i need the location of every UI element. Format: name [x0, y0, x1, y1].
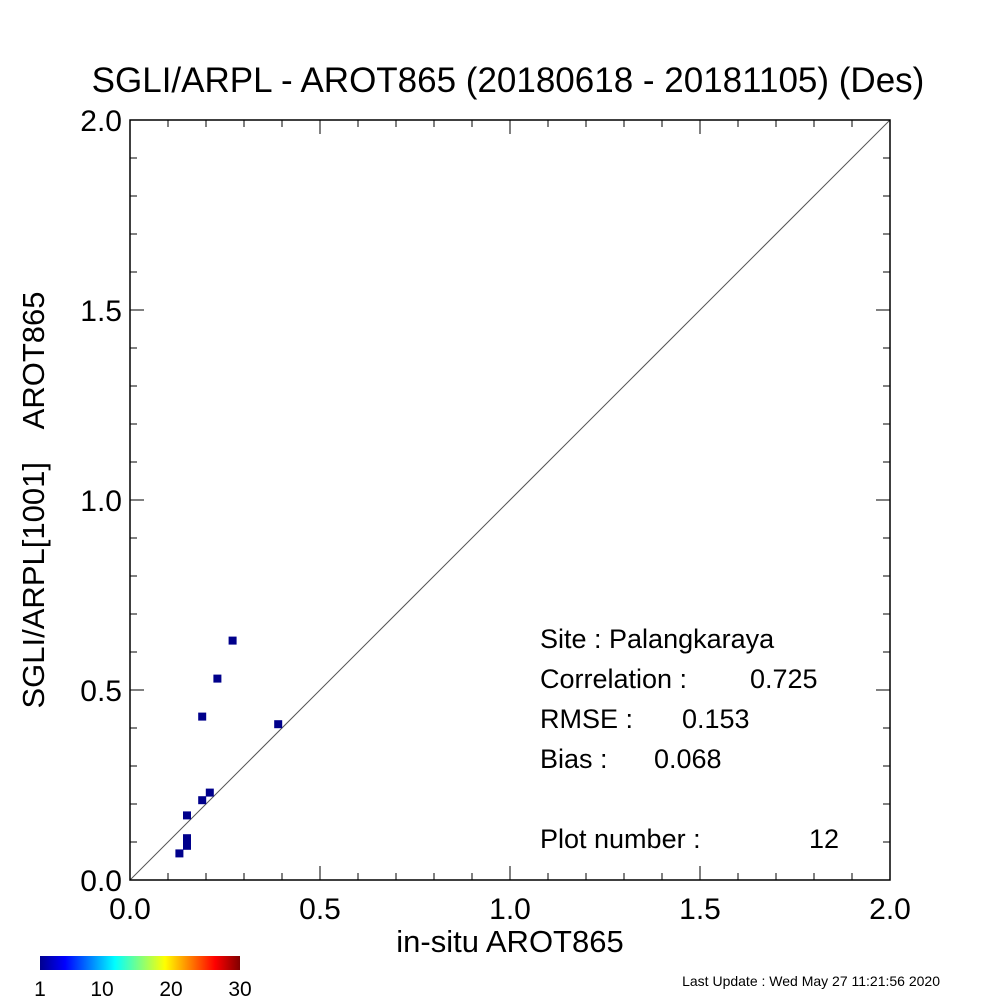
- x-axis-label: in-situ AROT865: [396, 924, 623, 959]
- data-point: [183, 838, 191, 846]
- stats-plot-number-label: Plot number :: [540, 824, 701, 854]
- stats-plot-number-value: 12: [809, 824, 839, 854]
- stats-site: Site : Palangkaraya: [540, 624, 775, 654]
- tick-labels: 0.0 0.5 1.0 1.5 2.0 0.0 0.5 1.0 1.5 2.0: [80, 105, 911, 926]
- y-tick-label: 1.5: [80, 295, 122, 328]
- x-tick-label: 1.0: [489, 893, 531, 926]
- stats-panel: Site : Palangkaraya Correlation : 0.725 …: [540, 624, 839, 854]
- x-tick-label: 0.0: [109, 893, 151, 926]
- data-point: [228, 636, 237, 645]
- y-tick-label: 0.5: [80, 675, 122, 708]
- data-point: [183, 811, 191, 820]
- x-tick-label: 2.0: [869, 893, 911, 926]
- y-axis-label: SGLI/ARPL[1001] AROT865: [16, 291, 51, 708]
- plot-frame: [129, 119, 891, 881]
- stats-rmse-value: 0.153: [682, 704, 750, 734]
- data-point: [198, 796, 207, 805]
- stats-correlation-label: Correlation :: [540, 664, 687, 694]
- x-tick-label: 0.5: [299, 893, 341, 926]
- data-point: [274, 720, 283, 729]
- stats-correlation-value: 0.725: [750, 664, 818, 694]
- data-point: [175, 849, 184, 858]
- colorbar-labels: 1 10 20 30: [34, 978, 252, 1000]
- y-tick-label: 2.0: [80, 105, 122, 138]
- colorbar-tick-label: 30: [228, 978, 251, 1000]
- colorbar-tick-label: 20: [159, 978, 182, 1000]
- stats-bias-label: Bias :: [540, 744, 608, 774]
- stats-bias-value: 0.068: [654, 744, 722, 774]
- colorbar-tick-label: 10: [90, 978, 113, 1000]
- data-point: [213, 674, 222, 683]
- last-update: Last Update : Wed May 27 11:21:56 2020: [682, 973, 940, 989]
- x-tick-label: 1.5: [679, 893, 721, 926]
- y-tick-label: 0.0: [80, 865, 122, 898]
- colorbar: [40, 956, 240, 970]
- chart-title: SGLI/ARPL - AROT865 (20180618 - 20181105…: [92, 61, 925, 100]
- data-point: [198, 712, 207, 721]
- y-tick-label: 1.0: [80, 485, 122, 518]
- stats-rmse-label: RMSE :: [540, 704, 633, 734]
- data-point: [205, 788, 214, 797]
- one-to-one-line: [129, 119, 891, 881]
- data-points: [175, 636, 283, 858]
- colorbar-tick-label: 1: [34, 978, 46, 1000]
